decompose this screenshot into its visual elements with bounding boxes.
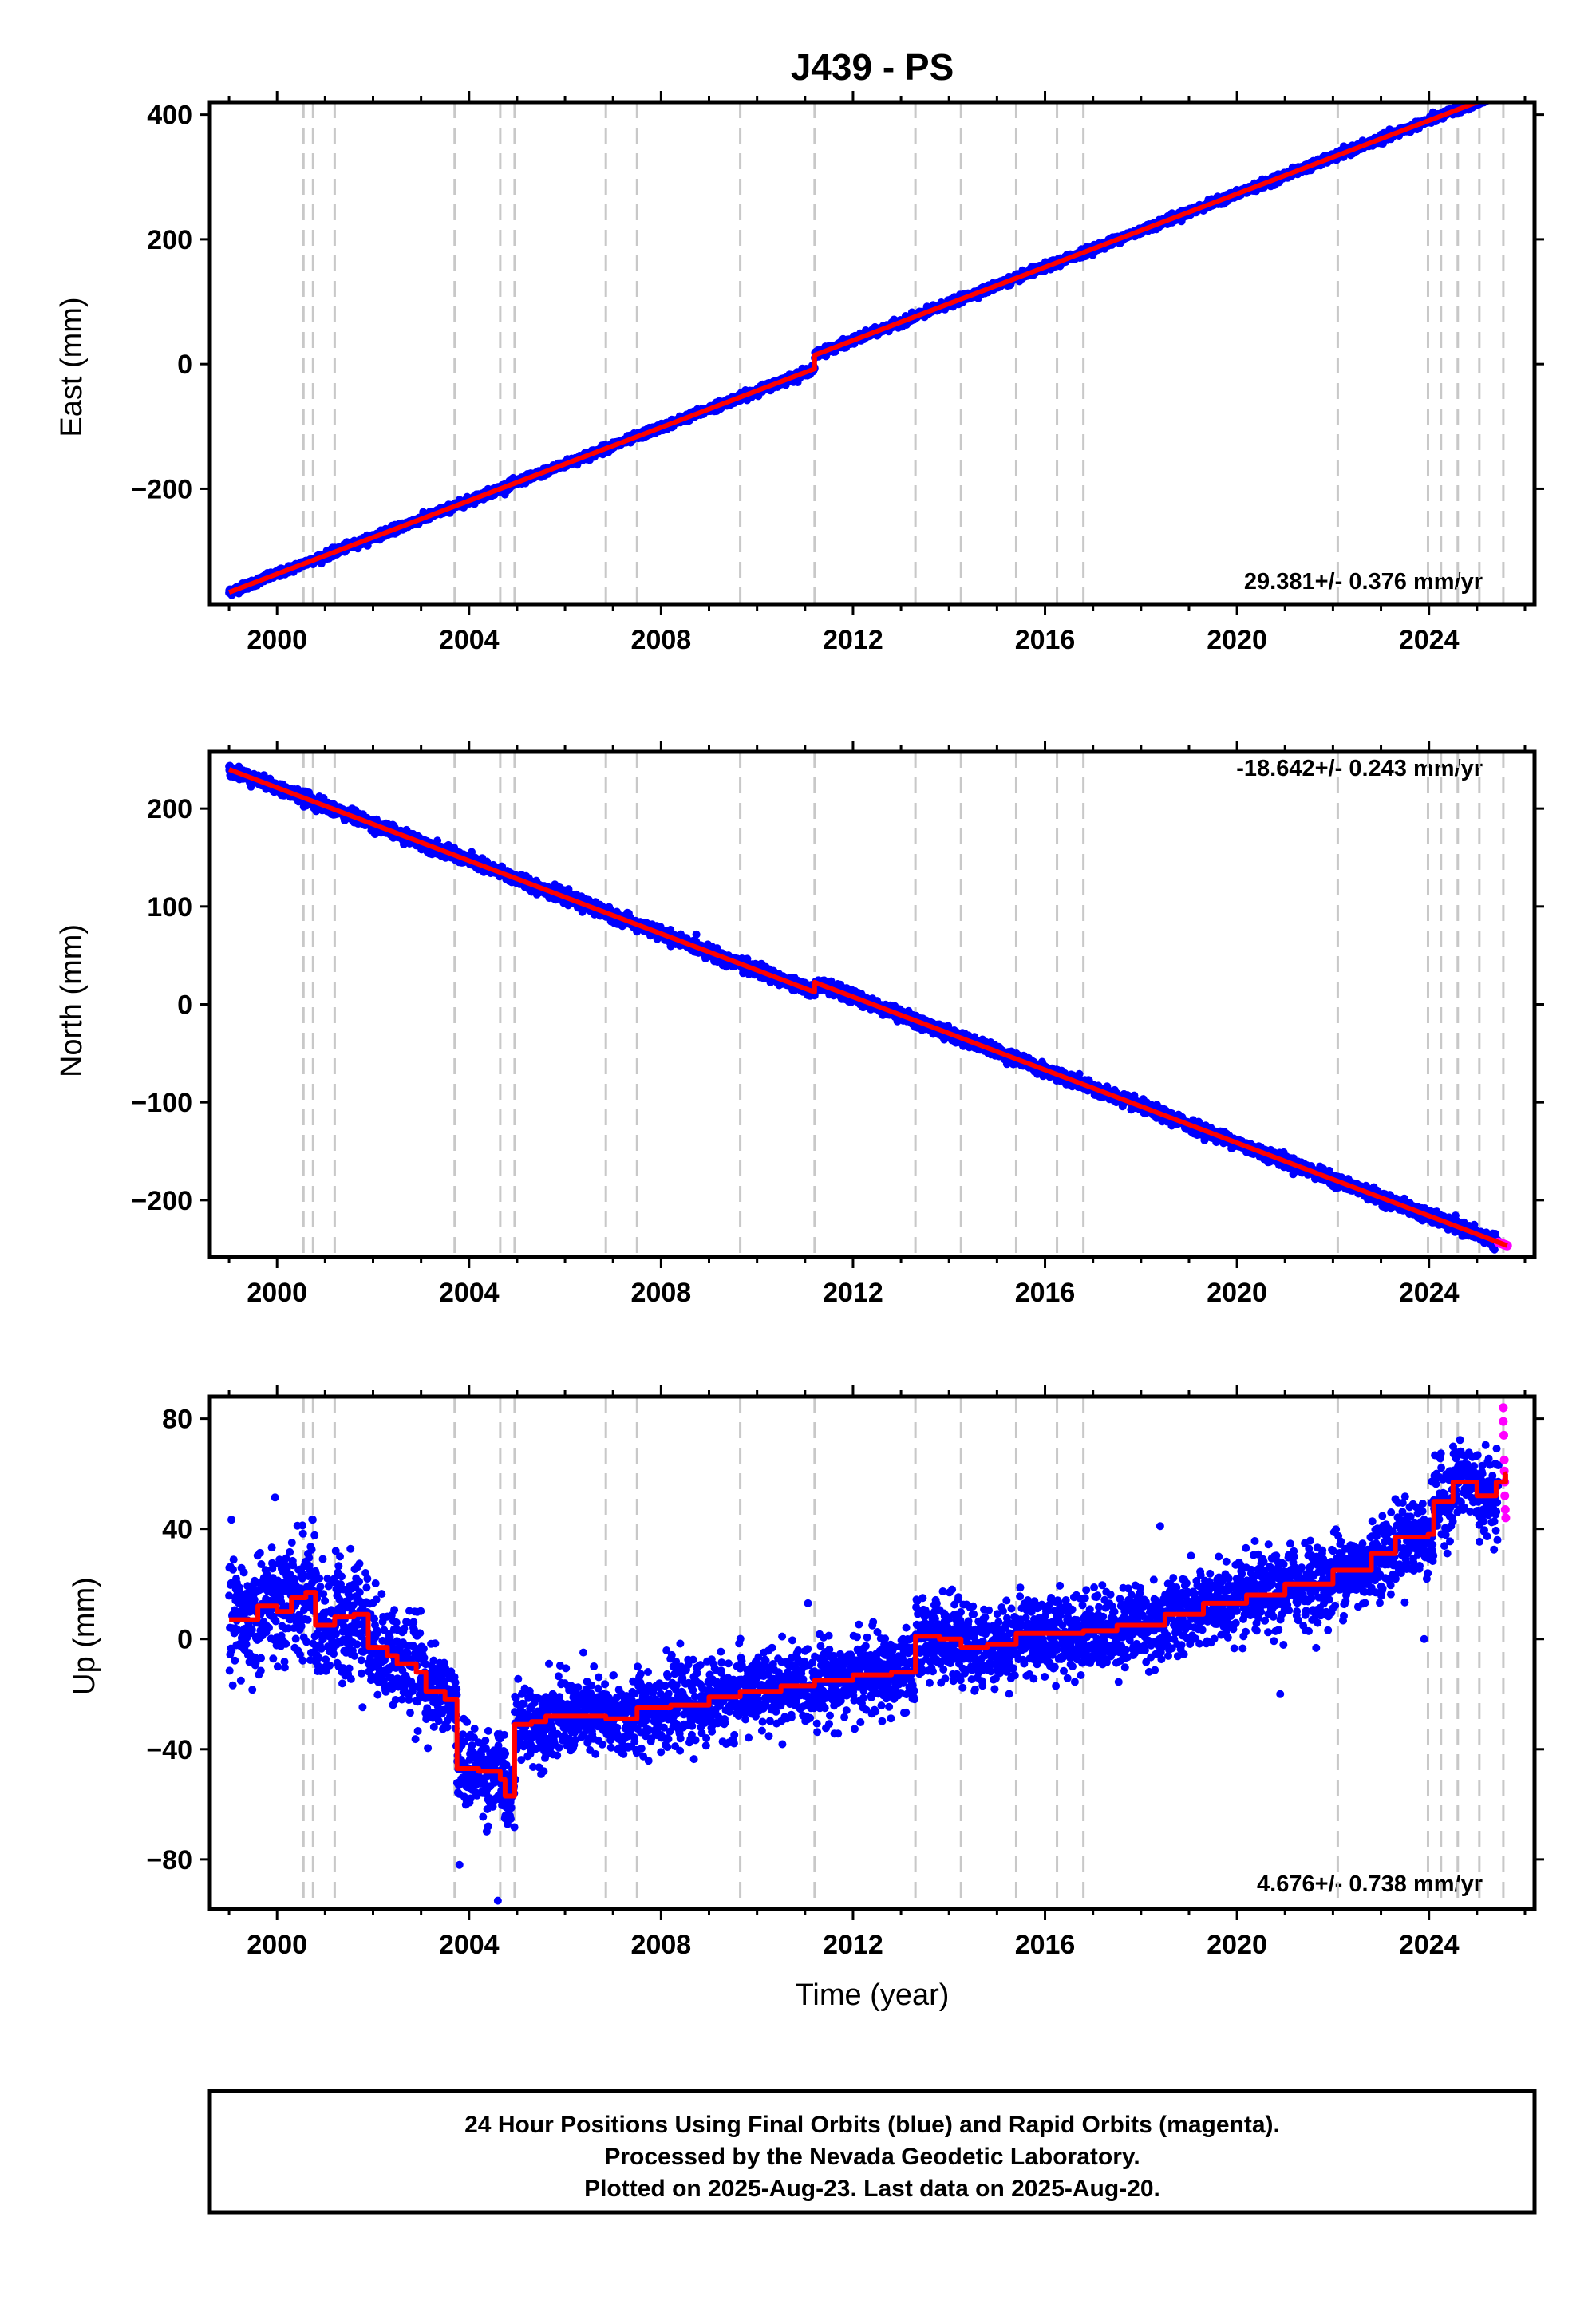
east-y-axis-label: East (mm) <box>55 297 89 437</box>
east-point <box>1492 90 1500 98</box>
east-model-line <box>228 102 1484 595</box>
east-y-tick-label: 400 <box>147 101 192 131</box>
east-rapid-point <box>1495 89 1504 98</box>
east-y-tick-label: 200 <box>147 225 192 255</box>
east-point <box>1487 90 1495 98</box>
east-point <box>1488 89 1496 97</box>
east-point <box>1487 93 1495 101</box>
east-rapid-point <box>1495 89 1505 98</box>
east-point <box>1494 86 1502 94</box>
east-point <box>1490 93 1498 101</box>
east-point <box>1485 93 1493 101</box>
east-point <box>1493 89 1501 97</box>
east-point <box>1491 89 1499 97</box>
east-rapid-orbit-points <box>1494 86 1512 99</box>
north-panel: North (mm) -18.642+/- 0.243 mm/yr −200−1… <box>55 741 1544 1308</box>
east-point <box>1491 90 1499 98</box>
east-frame <box>207 100 1537 607</box>
east-rapid-point <box>1503 86 1512 96</box>
east-panel: East (mm) 29.381+/- 0.376 mm/yr −200 0 200… <box>55 86 1544 655</box>
east-point <box>1491 90 1499 98</box>
east-point <box>1491 93 1499 101</box>
east-x-tick-label: 2020 <box>1207 625 1267 655</box>
east-rapid-point <box>1497 88 1507 97</box>
east-point <box>1489 93 1497 101</box>
east-point <box>1488 89 1496 97</box>
east-point <box>1491 89 1499 97</box>
east-x-tick-label: 2016 <box>1015 625 1076 655</box>
east-point <box>1494 90 1502 98</box>
east-point <box>1483 92 1491 100</box>
east-x-tick-label: 2012 <box>823 625 883 655</box>
east-rapid-point <box>1500 87 1510 97</box>
east-rapid-point <box>1498 88 1507 97</box>
east-point <box>1486 93 1494 101</box>
north-y-axis-label: North (mm) <box>55 924 89 1077</box>
east-x-tick-label: 2024 <box>1399 625 1460 655</box>
east-x-tick-label: 2004 <box>439 625 500 655</box>
east-point <box>1489 93 1497 101</box>
east-point <box>1495 89 1503 97</box>
east-point <box>1490 93 1498 101</box>
east-point <box>1482 92 1490 100</box>
east-y-tick-label: −200 <box>131 474 192 504</box>
east-point <box>1492 93 1500 101</box>
east-rapid-point <box>1494 89 1503 99</box>
east-point <box>1490 88 1498 96</box>
east-point <box>1493 88 1501 96</box>
east-point <box>1489 92 1497 100</box>
east-rapid-point <box>1499 87 1509 97</box>
east-point <box>1492 89 1500 97</box>
north-rate-label: -18.642+/- 0.243 mm/yr <box>1236 756 1483 781</box>
north-final-orbit-points <box>225 761 1503 1254</box>
chart-title: J439 - PS <box>791 46 954 88</box>
north-data-layer <box>225 752 1512 1257</box>
east-x-tick-label: 2008 <box>631 625 692 655</box>
east-y-tick-label: 0 <box>177 350 192 380</box>
east-rapid-point <box>1499 87 1508 97</box>
east-data-layer <box>225 86 1512 604</box>
east-rapid-point <box>1502 86 1511 96</box>
east-point <box>1495 92 1503 100</box>
east-x-tick-label: 2000 <box>247 625 307 655</box>
east-point <box>1494 89 1502 97</box>
east-rate-label: 29.381+/- 0.376 mm/yr <box>1244 569 1483 595</box>
